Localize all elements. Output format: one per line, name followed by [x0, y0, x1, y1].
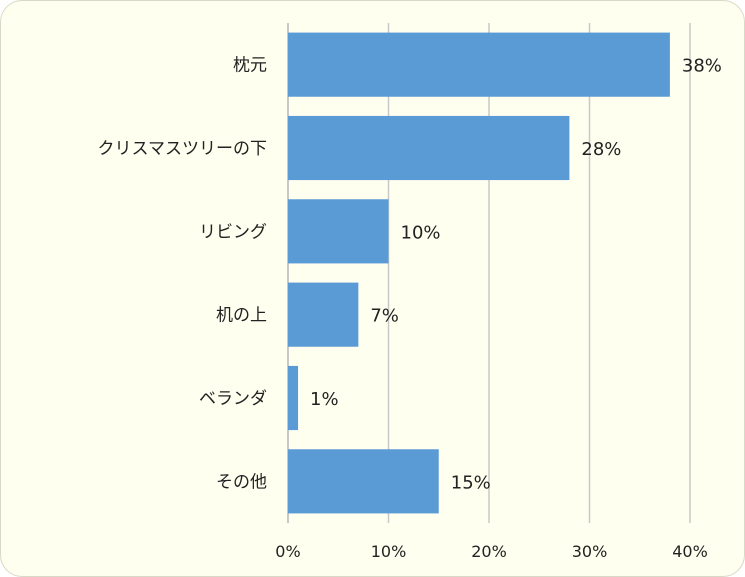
data-label: 28% [581, 139, 621, 160]
bar [288, 449, 439, 514]
data-label: 38% [682, 56, 722, 77]
category-label: ベランダ [199, 389, 267, 409]
data-label: 7% [370, 306, 399, 327]
data-label: 10% [401, 222, 441, 243]
bar [288, 199, 389, 264]
labels: 0% 10% 20% 30% 40% 枕元 38% クリスマスツリーの下 28% リビング 10% 机… [98, 56, 722, 561]
category-label: リビング [199, 222, 267, 242]
x-tick-label: 20% [471, 542, 507, 561]
data-label: 1% [310, 389, 339, 410]
bar [288, 282, 359, 347]
gridlines [287, 23, 691, 523]
x-tick-label: 30% [572, 542, 608, 561]
data-label: 15% [451, 472, 491, 493]
category-label: 枕元 [233, 56, 267, 76]
category-label: その他 [216, 472, 267, 492]
x-tick-label: 10% [371, 542, 407, 561]
category-label: 机の上 [216, 306, 267, 326]
x-tick-label: 0% [275, 542, 300, 561]
bar [288, 115, 570, 181]
bar [288, 32, 670, 97]
category-label: クリスマスツリーの下 [98, 139, 268, 159]
bar [288, 365, 299, 431]
bars [288, 32, 670, 514]
x-tick-label: 40% [672, 542, 708, 561]
